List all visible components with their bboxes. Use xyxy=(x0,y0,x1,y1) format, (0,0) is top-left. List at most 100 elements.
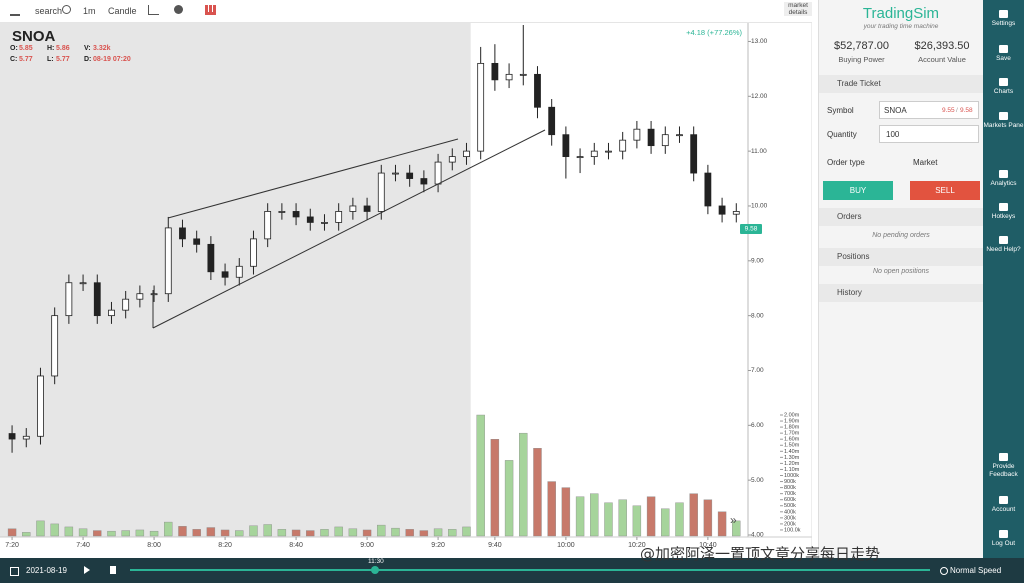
sidebar-item[interactable]: Analytics xyxy=(983,170,1024,188)
sidebar-item[interactable]: Provide Feedback xyxy=(983,453,1024,479)
volume-bar xyxy=(121,530,130,537)
sidebar-item[interactable]: Hotkeys xyxy=(983,203,1024,221)
ohlc-value: 5.86 xyxy=(56,45,70,52)
candle-body xyxy=(448,156,456,163)
buy-button[interactable]: BUY xyxy=(823,181,893,200)
candle-body xyxy=(619,139,627,152)
speed-icon[interactable] xyxy=(940,567,948,575)
chart-style[interactable]: Candle xyxy=(108,6,137,16)
market-details[interactable]: market details xyxy=(784,2,812,16)
sidebar-label: Charts xyxy=(993,88,1014,95)
ohlc-key: D: xyxy=(84,56,91,63)
sidebar-label: Need Help? xyxy=(986,246,1021,253)
sidebar-item[interactable]: Need Help? xyxy=(983,236,1024,254)
step-button[interactable] xyxy=(110,566,116,574)
volume-bar xyxy=(519,432,528,537)
candle-body xyxy=(704,172,712,207)
volume-bar xyxy=(192,529,201,537)
sidebar-item[interactable]: Account xyxy=(983,496,1024,514)
settings-icon[interactable] xyxy=(174,5,183,14)
volume-bar xyxy=(164,521,173,537)
timeline[interactable] xyxy=(130,569,930,571)
timeline-knob[interactable] xyxy=(371,566,379,574)
watermark: @加密阿泽一置顶文章分享每日走势 xyxy=(640,545,881,563)
history-header[interactable]: History xyxy=(819,284,983,302)
search-icon[interactable] xyxy=(62,5,71,14)
y-tick-label: 10.00 xyxy=(751,203,768,210)
ohlc-key: V: xyxy=(84,45,91,52)
sidebar-item[interactable]: Settings xyxy=(983,10,1024,28)
x-tick-label: 8:00 xyxy=(147,542,161,549)
symbol: SNOA xyxy=(12,28,56,45)
volume-bar xyxy=(646,496,656,537)
symbol-input[interactable]: SNOA 9.55 / 9.58 xyxy=(879,101,979,119)
volume-bar xyxy=(22,532,31,537)
search[interactable]: search xyxy=(35,6,63,16)
candle-body xyxy=(306,216,314,223)
candle-body xyxy=(221,271,229,278)
volume-bar xyxy=(362,529,372,537)
sidebar-icon xyxy=(999,112,1008,120)
playback-bar: 2021-08-19 11:30 Normal Speed xyxy=(0,558,1024,583)
premarket-shade xyxy=(0,22,471,537)
candle-body xyxy=(79,282,87,285)
volume-bar xyxy=(7,528,17,537)
account-value-label: Account Value xyxy=(918,55,966,64)
sidebar-item[interactable]: Log Out xyxy=(983,530,1024,548)
y-tick-label: 7.00 xyxy=(751,367,764,374)
bid: 9.55 xyxy=(942,107,955,114)
y2-tick-label: 1.10m xyxy=(784,467,800,473)
volume-bar xyxy=(689,493,698,537)
volume-bar xyxy=(405,529,414,537)
positions-header[interactable]: Positions xyxy=(819,248,983,266)
trade-ticket-header[interactable]: Trade Ticket xyxy=(819,75,983,93)
order-type[interactable]: Market xyxy=(913,158,938,167)
volume-bar xyxy=(590,493,599,537)
candle-body xyxy=(22,435,30,440)
candle-body xyxy=(108,309,115,317)
change: +4.18 (+77.26%) xyxy=(686,28,742,37)
orders-header[interactable]: Orders xyxy=(819,208,983,226)
sidebar-item[interactable]: Save xyxy=(983,45,1024,63)
sidebar-item[interactable]: Markets Pane xyxy=(983,112,1024,130)
y-tick-label: 8.00 xyxy=(751,312,764,319)
volume-bar xyxy=(632,505,642,537)
candle-body xyxy=(179,227,186,240)
speed[interactable]: Normal Speed xyxy=(950,566,1002,575)
candle-body xyxy=(590,150,598,158)
y2-tick-label: 1000k xyxy=(784,473,799,479)
calendar-icon[interactable] xyxy=(10,567,19,576)
ohlc-key: H: xyxy=(47,45,54,52)
quantity: 100 xyxy=(886,130,900,139)
volume-bar xyxy=(448,529,457,537)
candle-body xyxy=(732,211,740,215)
candle-body xyxy=(392,172,399,175)
volume-bar xyxy=(533,448,542,537)
sidebar-item[interactable]: Charts xyxy=(983,78,1024,96)
candle-body xyxy=(505,73,513,81)
no-positions: No open positions xyxy=(872,268,930,275)
volume-bar xyxy=(419,530,429,537)
volume-bar xyxy=(50,523,59,537)
play-button[interactable] xyxy=(84,566,90,574)
candle-body xyxy=(647,128,655,147)
interval[interactable]: 1m xyxy=(83,6,96,16)
candle-body xyxy=(150,293,158,296)
sell-button[interactable]: SELL xyxy=(910,181,980,200)
date[interactable]: 2021-08-19 xyxy=(26,566,67,575)
candle-body xyxy=(93,282,101,317)
buying-power: $52,787.00 xyxy=(833,40,890,52)
candle-body xyxy=(661,134,669,147)
quantity-input[interactable]: 100 xyxy=(879,125,979,143)
y2-tick-label: 700k xyxy=(784,491,796,497)
indicators-icon[interactable] xyxy=(148,5,159,15)
scroll-arrow[interactable]: » xyxy=(730,513,737,527)
volume-bar xyxy=(661,508,670,537)
candle-body xyxy=(51,315,59,377)
volume-icon[interactable] xyxy=(205,5,216,15)
draw-icon[interactable] xyxy=(10,4,20,16)
volume-bar xyxy=(249,525,258,537)
volume-bar xyxy=(107,530,116,537)
volume-bar xyxy=(220,529,230,537)
y-tick-label: 6.00 xyxy=(751,422,764,429)
